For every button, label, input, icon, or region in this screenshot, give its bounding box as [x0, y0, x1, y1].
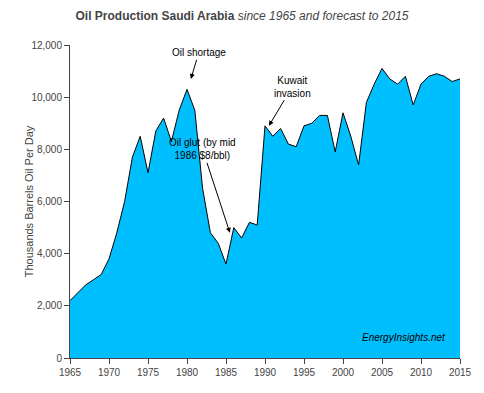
svg-text:6,000: 6,000: [37, 196, 62, 207]
svg-text:1990: 1990: [254, 367, 277, 378]
svg-text:1975: 1975: [137, 367, 160, 378]
svg-text:2,000: 2,000: [37, 300, 62, 311]
svg-text:1985: 1985: [215, 367, 238, 378]
svg-text:2010: 2010: [410, 367, 433, 378]
svg-text:Oil Production Saudi Arabia si: Oil Production Saudi Arabia since 1965 a…: [75, 9, 408, 23]
svg-text:2015: 2015: [449, 367, 472, 378]
svg-text:1995: 1995: [293, 367, 316, 378]
svg-text:10,000: 10,000: [31, 92, 62, 103]
svg-text:8,000: 8,000: [37, 144, 62, 155]
svg-text:EnergyInsights.net: EnergyInsights.net: [362, 332, 446, 343]
svg-text:Thousands Barrels Oil Per Day: Thousands Barrels Oil Per Day: [23, 125, 35, 277]
svg-text:1965: 1965: [59, 367, 82, 378]
svg-text:2000: 2000: [332, 367, 355, 378]
svg-text:Kuwaitinvasion: Kuwaitinvasion: [274, 75, 311, 99]
svg-text:1980: 1980: [176, 367, 199, 378]
svg-text:2005: 2005: [371, 367, 394, 378]
svg-text:Oil shortage: Oil shortage: [172, 47, 226, 58]
svg-text:0: 0: [56, 353, 62, 364]
svg-text:1970: 1970: [98, 367, 121, 378]
svg-text:Oil glut (by mid1986 $8/bbl): Oil glut (by mid1986 $8/bbl): [169, 137, 236, 161]
svg-text:4,000: 4,000: [37, 248, 62, 259]
svg-text:12,000: 12,000: [31, 40, 62, 51]
